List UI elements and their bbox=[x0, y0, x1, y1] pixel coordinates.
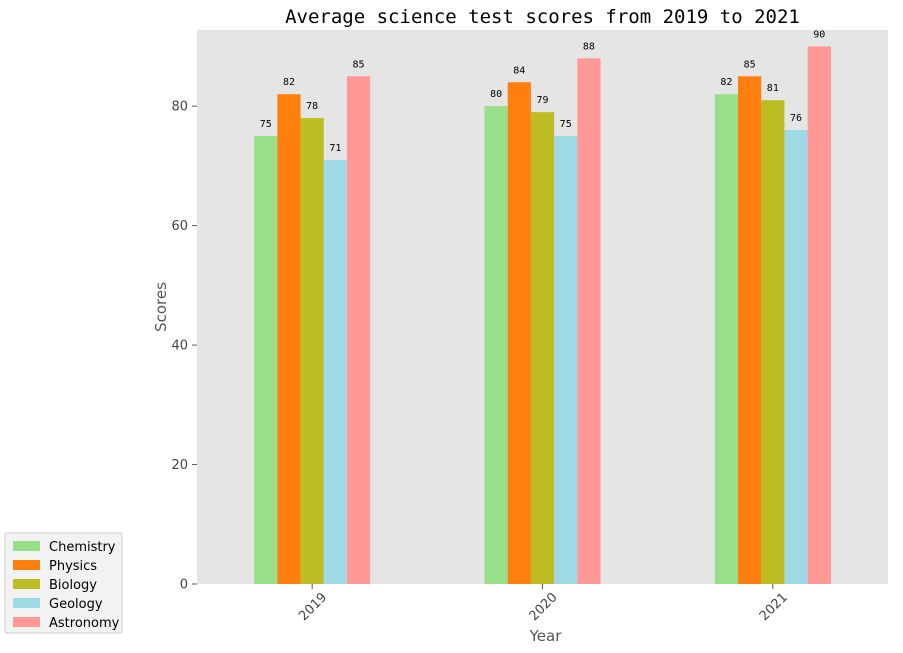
y-tick-label-20: 20 bbox=[171, 458, 188, 473]
y-axis-label: Scores bbox=[152, 282, 170, 332]
y-tick-label-40: 40 bbox=[171, 339, 188, 354]
data-label-geology-2020: 75 bbox=[560, 119, 572, 130]
legend: Chemistry Physics Biology Geology Astronomy bbox=[4, 532, 123, 634]
data-label-geology-2019: 71 bbox=[329, 143, 341, 154]
data-label-physics-2019: 82 bbox=[283, 77, 295, 88]
data-labels-group: 75 82 78 71 85 80 84 79 75 88 82 85 81 76 90 bbox=[260, 29, 826, 153]
bar-biology-2021 bbox=[761, 100, 785, 584]
data-label-biology-2021: 81 bbox=[767, 83, 779, 94]
legend-label-geology: Geology bbox=[49, 597, 103, 612]
data-label-geology-2021: 76 bbox=[790, 113, 802, 124]
data-label-astronomy-2021: 90 bbox=[813, 29, 825, 40]
bar-physics-2019 bbox=[277, 94, 301, 585]
bar-astronomy-2020 bbox=[577, 58, 601, 585]
x-axis-label: Year bbox=[529, 627, 563, 645]
bar-physics-2021 bbox=[738, 76, 762, 584]
bar-chemistry-2019 bbox=[254, 136, 278, 585]
bar-biology-2020 bbox=[530, 112, 555, 584]
bar-chemistry-2020 bbox=[484, 106, 508, 584]
legend-swatch-geology bbox=[13, 598, 40, 608]
chart-title: Average science test scores from 2019 to… bbox=[285, 6, 800, 28]
bar-astronomy-2021 bbox=[807, 46, 831, 584]
bar-geology-2019 bbox=[323, 159, 347, 584]
y-tick-label-0: 0 bbox=[180, 578, 188, 593]
data-label-biology-2019: 78 bbox=[306, 101, 318, 112]
bar-chemistry-2021 bbox=[714, 94, 739, 585]
data-label-chemistry-2020: 80 bbox=[490, 89, 502, 100]
bar-geology-2021 bbox=[784, 130, 808, 584]
y-tick-label-80: 80 bbox=[171, 100, 188, 115]
bar-biology-2019 bbox=[300, 118, 324, 585]
legend-label-chemistry: Chemistry bbox=[49, 540, 116, 555]
bar-astronomy-2019 bbox=[346, 76, 371, 584]
legend-swatch-chemistry bbox=[13, 541, 40, 551]
data-label-chemistry-2019: 75 bbox=[260, 119, 272, 130]
x-tick-label-2020: 2020 bbox=[527, 590, 561, 624]
legend-label-biology: Biology bbox=[49, 578, 97, 593]
data-label-chemistry-2021: 82 bbox=[720, 77, 732, 88]
data-label-physics-2020: 84 bbox=[513, 65, 525, 76]
x-axis: 2019 2020 2021 bbox=[296, 584, 791, 624]
x-tick-label-2019: 2019 bbox=[296, 590, 330, 624]
data-label-biology-2020: 79 bbox=[536, 95, 548, 106]
bar-geology-2020 bbox=[554, 136, 578, 585]
bars-group bbox=[254, 46, 831, 585]
legend-swatch-biology bbox=[13, 579, 40, 589]
legend-swatch-physics bbox=[13, 560, 40, 570]
bar-physics-2020 bbox=[507, 82, 531, 584]
y-tick-label-60: 60 bbox=[171, 219, 188, 234]
data-label-physics-2021: 85 bbox=[744, 59, 756, 70]
y-axis: 0 20 40 60 80 bbox=[171, 100, 197, 593]
legend-swatch-astronomy bbox=[13, 617, 40, 627]
legend-label-astronomy: Astronomy bbox=[49, 616, 120, 631]
data-label-astronomy-2019: 85 bbox=[353, 59, 365, 70]
x-tick-label-2021: 2021 bbox=[757, 590, 791, 624]
data-label-astronomy-2020: 88 bbox=[583, 41, 595, 52]
legend-label-physics: Physics bbox=[49, 559, 97, 574]
